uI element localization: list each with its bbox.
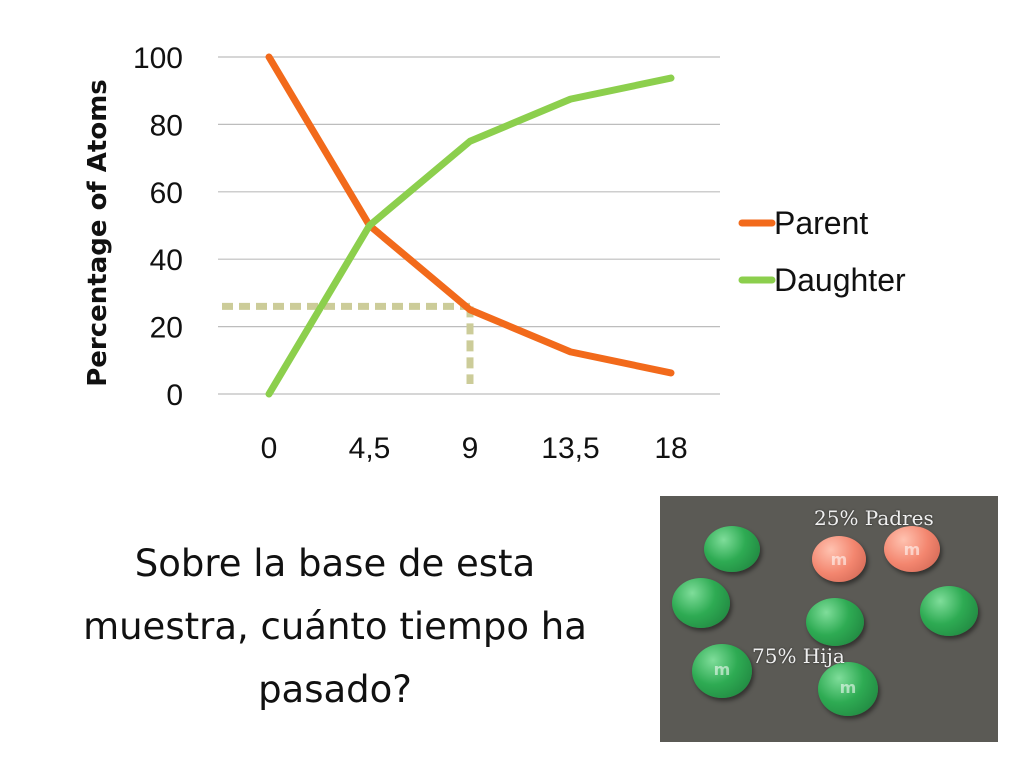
y-tick-label: 20 [150, 312, 183, 345]
x-tick-label: 0 [261, 432, 278, 465]
y-tick-label: 100 [133, 42, 183, 75]
x-tick-label: 18 [654, 432, 687, 465]
dashed-guide [222, 302, 474, 384]
daughter-percent-label: 75% Hija [752, 644, 845, 668]
grid-lines [218, 56, 720, 395]
question-line-1: Sobre la base de esta [134, 542, 536, 585]
question-line-3: pasado? [258, 668, 412, 711]
candy-sample-photo: m m m m 25% Padres 75% Hija [660, 496, 998, 742]
daughter-candy [704, 526, 760, 572]
y-tick-label: 40 [150, 244, 183, 277]
y-tick-labels: 0 20 40 60 80 100 [133, 42, 183, 412]
legend: Parent Daughter [738, 205, 906, 298]
x-tick-label: 9 [462, 432, 479, 465]
daughter-candy [672, 578, 730, 628]
question-text: Sobre la base de esta muestra, cuánto ti… [40, 532, 630, 721]
daughter-candy: m [818, 662, 878, 716]
y-axis-label: Percentage of Atoms [83, 79, 113, 387]
x-tick-label: 13,5 [541, 432, 599, 465]
daughter-candy [920, 586, 978, 636]
chart: 0 20 40 60 80 100 0 4,5 9 13,5 18 Percentage of A… [83, 42, 906, 465]
y-tick-label: 80 [150, 109, 183, 142]
parent-candy: m [884, 526, 940, 572]
y-tick-label: 60 [150, 177, 183, 210]
x-tick-labels: 0 4,5 9 13,5 18 [261, 432, 688, 465]
daughter-candy: m [692, 644, 752, 698]
x-tick-label: 4,5 [349, 432, 391, 465]
series-line-parent [265, 53, 675, 377]
legend-label-daughter: Daughter [774, 262, 906, 298]
parent-candy: m [812, 536, 866, 582]
series-lines [265, 53, 675, 398]
legend-label-parent: Parent [774, 205, 868, 241]
series-line-daughter [265, 74, 675, 398]
question-line-2: muestra, cuánto tiempo ha [83, 605, 587, 648]
parents-percent-label: 25% Padres [814, 506, 934, 530]
y-tick-label: 0 [166, 379, 183, 412]
daughter-candy [806, 598, 864, 646]
